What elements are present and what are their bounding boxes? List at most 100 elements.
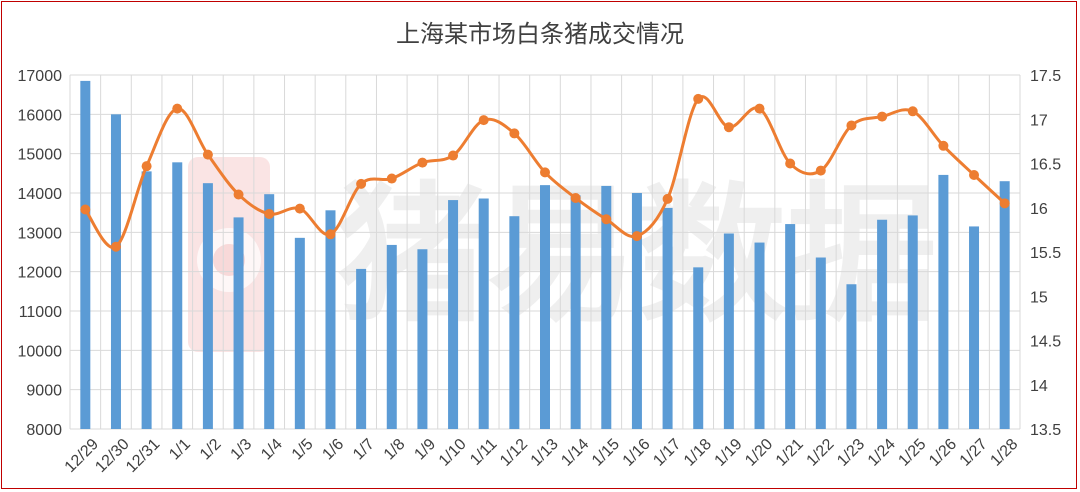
y-left-tick-label: 15000 [18,147,63,164]
y-left-tick-label: 17000 [18,68,63,85]
x-tick-label: 1/19 [712,436,746,470]
bar [785,224,796,429]
x-tick-label: 1/14 [558,436,592,470]
line-point [417,157,428,168]
x-tick-label: 1/17 [650,436,684,470]
line-point [356,178,367,189]
x-tick-label: 1/16 [620,436,654,470]
y-right-tick-label: 13.5 [1030,422,1061,439]
bar [846,284,857,429]
line-point [478,115,489,126]
bar [723,233,734,429]
x-tick-label: 1/23 [834,436,868,470]
x-tick-label: 12/30 [92,436,132,476]
bar [386,244,397,429]
line-point [754,103,765,114]
line-point [723,122,734,133]
x-tick-label: 1/2 [197,436,225,464]
watermark-logo-icon [188,157,270,352]
x-tick-label: 1/4 [258,436,286,464]
x-tick-label: 1/11 [467,436,500,469]
x-tick-label: 1/28 [987,436,1021,470]
line-point [264,208,275,219]
line-point [938,140,949,151]
bar [815,257,826,429]
line-point [601,214,612,225]
bar [233,217,244,429]
x-tick-label: 1/3 [228,436,256,464]
y-left-tick-label: 8000 [26,422,62,439]
y-left-tick-label: 10000 [18,343,63,360]
line-point [325,229,336,240]
bar [969,226,980,429]
line-point [999,198,1010,209]
x-tick-label: 1/10 [436,436,470,470]
bar [877,219,888,429]
x-tick-label: 1/6 [319,436,347,464]
bar [478,198,489,429]
y-right-tick-label: 16 [1030,201,1048,218]
y-right-tick-label: 17.5 [1030,68,1061,85]
line-point [631,231,642,242]
y-left-tick-label: 13000 [18,225,63,242]
line-point [877,111,888,122]
bar [172,162,183,429]
bar [938,174,949,429]
line-point [969,170,980,181]
y-axis-right: 13.5 14 14.5 15 15.5 16 16.5 17 17.5 [1030,68,1061,439]
y-right-tick-label: 16.5 [1030,157,1061,174]
bar [448,200,459,429]
line-point [80,204,91,215]
x-tick-label: 12/31 [123,436,163,476]
line-point [815,165,826,176]
line-point [509,128,520,139]
y-left-tick-label: 12000 [18,265,63,282]
bar [570,195,581,429]
y-right-tick-label: 14 [1030,378,1048,395]
x-tick-label: 1/12 [497,436,531,470]
bar [601,185,612,429]
x-tick-label: 1/9 [411,436,439,464]
x-tick-label: 1/18 [681,436,715,470]
bar [662,207,673,429]
x-tick-label: 1/7 [350,436,378,464]
y-left-tick-label: 11000 [19,304,62,321]
line-series [80,93,1010,252]
line-point [570,193,581,204]
chart-title: 上海某市场白条猪成交情况 [396,20,684,48]
y-right-tick-label: 15.5 [1030,245,1061,262]
line-point [172,103,183,114]
x-tick-label: 1/25 [895,436,929,470]
line-point [202,149,213,160]
bar [294,237,305,429]
bar [141,171,152,429]
x-tick-label: 1/21 [773,436,807,470]
bar [631,193,642,429]
x-tick-label: 1/26 [926,436,960,470]
line-point [907,106,918,117]
x-tick-label: 1/22 [804,436,838,470]
line-point [110,241,121,252]
x-tick-label: 1/5 [289,436,317,464]
y-right-tick-label: 14.5 [1030,334,1061,351]
line-point [386,173,397,184]
y-right-tick-label: 15 [1030,289,1048,306]
x-tick-label: 1/13 [528,436,562,470]
x-tick-label: 12/29 [62,436,102,476]
line-point [233,189,244,200]
bar [754,242,765,429]
line-point [785,158,796,169]
bar [356,268,367,429]
y-left-tick-label: 14000 [18,186,63,203]
line-point [141,161,152,172]
bar [999,181,1010,429]
bar [325,210,336,429]
line-point [448,150,459,161]
x-tick-label: 1/15 [589,436,623,470]
x-tick-label: 1/20 [742,436,776,470]
line-point [662,193,673,204]
bar-series [80,80,1010,430]
